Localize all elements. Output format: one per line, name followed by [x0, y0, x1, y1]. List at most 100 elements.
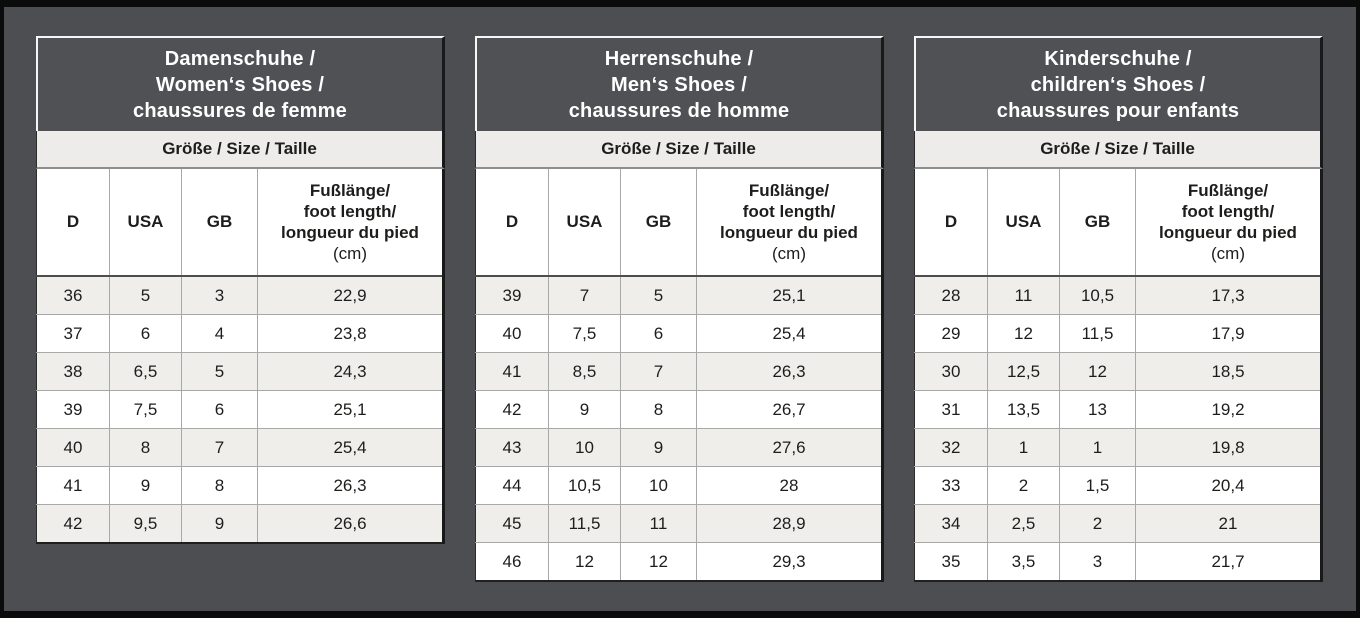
size-cell: 7	[620, 352, 697, 391]
size-conversion-table: D USA GB Fußlänge/ foot length/ longueur…	[914, 169, 1323, 582]
size-cell: 6	[620, 314, 697, 353]
foot-length-line: foot length/	[303, 202, 397, 221]
table-row: 45 11,5 11 28,9	[475, 504, 883, 543]
size-cell: 26,3	[696, 352, 883, 391]
size-cell: 23,8	[257, 314, 444, 353]
size-cell: 6	[181, 390, 258, 429]
table-row: 31 13,5 13 19,2	[914, 390, 1322, 429]
size-cell: 9,5	[109, 504, 182, 543]
shoe-size-table: Damenschuhe / Women‘s Shoes / chaussures…	[36, 36, 445, 544]
size-cell: 10,5	[548, 466, 621, 505]
size-cell: 36	[36, 276, 110, 315]
size-label: Größe / Size / Taille	[914, 131, 1323, 169]
table-title-line: chaussures pour enfants	[996, 99, 1240, 122]
foot-length-unit: (cm)	[772, 244, 806, 263]
foot-length-unit: (cm)	[333, 244, 367, 263]
size-cell: 2	[1059, 504, 1136, 543]
size-cell: 7,5	[548, 314, 621, 353]
size-cell: 7,5	[109, 390, 182, 429]
size-cell: 43	[475, 428, 549, 467]
table-title-line: Women‘s Shoes /	[155, 73, 325, 96]
col-header-usa: USA	[548, 169, 621, 277]
size-cell: 6,5	[109, 352, 182, 391]
foot-length-line: foot length/	[1181, 202, 1275, 221]
size-cell: 28,9	[696, 504, 883, 543]
shoe-size-table: Herrenschuhe / Men‘s Shoes / chaussures …	[475, 36, 884, 582]
size-cell: 12	[1059, 352, 1136, 391]
table-row: 38 6,5 5 24,3	[36, 352, 444, 391]
size-cell: 39	[36, 390, 110, 429]
size-conversion-table: D USA GB Fußlänge/ foot length/ longueur…	[475, 169, 884, 582]
size-conversion-table: D USA GB Fußlänge/ foot length/ longueur…	[36, 169, 445, 544]
col-header-d: D	[36, 169, 110, 277]
table-title: Kinderschuhe / children‘s Shoes / chauss…	[914, 36, 1323, 131]
size-cell: 32	[914, 428, 988, 467]
size-cell: 3	[181, 276, 258, 315]
size-tables-row: Damenschuhe / Women‘s Shoes / chaussures…	[4, 7, 1356, 582]
size-cell: 9	[620, 428, 697, 467]
size-cell: 8	[109, 428, 182, 467]
size-cell: 26,7	[696, 390, 883, 429]
col-header-foot-length: Fußlänge/ foot length/ longueur du pied …	[1135, 169, 1322, 277]
column-header-row: D USA GB Fußlänge/ foot length/ longueur…	[475, 169, 883, 277]
size-cell: 38	[36, 352, 110, 391]
foot-length-line: Fußlänge/	[748, 181, 830, 200]
size-cell: 28	[696, 466, 883, 505]
size-cell: 11	[620, 504, 697, 543]
foot-length-line: foot length/	[742, 202, 836, 221]
size-cell: 26,3	[257, 466, 444, 505]
size-cell: 21,7	[1135, 542, 1322, 581]
size-cell: 37	[36, 314, 110, 353]
size-cell: 39	[475, 276, 549, 315]
size-cell: 11	[987, 276, 1060, 315]
size-cell: 8	[620, 390, 697, 429]
size-cell: 28	[914, 276, 988, 315]
col-header-d: D	[914, 169, 988, 277]
size-cell: 42	[36, 504, 110, 543]
table-row: 44 10,5 10 28	[475, 466, 883, 505]
foot-length-line: longueur du pied	[720, 223, 858, 242]
size-cell: 2,5	[987, 504, 1060, 543]
size-cell: 3,5	[987, 542, 1060, 581]
size-cell: 10,5	[1059, 276, 1136, 315]
foot-length-line: Fußlänge/	[309, 181, 391, 200]
size-cell: 13	[1059, 390, 1136, 429]
table-row: 39 7 5 25,1	[475, 276, 883, 315]
table-title-line: children‘s Shoes /	[1030, 73, 1206, 96]
table-row: 40 8 7 25,4	[36, 428, 444, 467]
size-cell: 13,5	[987, 390, 1060, 429]
size-cell: 41	[475, 352, 549, 391]
shoe-size-table: Kinderschuhe / children‘s Shoes / chauss…	[914, 36, 1323, 582]
table-row: 39 7,5 6 25,1	[36, 390, 444, 429]
size-label: Größe / Size / Taille	[36, 131, 445, 169]
table-title-line: Herrenschuhe /	[604, 47, 754, 70]
foot-length-unit: (cm)	[1211, 244, 1245, 263]
foot-length-line: longueur du pied	[1159, 223, 1297, 242]
size-cell: 40	[475, 314, 549, 353]
col-header-usa: USA	[109, 169, 182, 277]
size-cell: 7	[181, 428, 258, 467]
col-header-usa: USA	[987, 169, 1060, 277]
size-cell: 17,3	[1135, 276, 1322, 315]
col-header-gb: GB	[620, 169, 697, 277]
size-cell: 6	[109, 314, 182, 353]
column-header-row: D USA GB Fußlänge/ foot length/ longueur…	[36, 169, 444, 277]
foot-length-line: longueur du pied	[281, 223, 419, 242]
table-row: 41 8,5 7 26,3	[475, 352, 883, 391]
size-cell: 25,4	[696, 314, 883, 353]
size-cell: 2	[987, 466, 1060, 505]
size-cell: 9	[181, 504, 258, 543]
table-row: 28 11 10,5 17,3	[914, 276, 1322, 315]
size-cell: 29,3	[696, 542, 883, 581]
table-row: 30 12,5 12 18,5	[914, 352, 1322, 391]
table-row: 40 7,5 6 25,4	[475, 314, 883, 353]
col-header-gb: GB	[181, 169, 258, 277]
table-row: 46 12 12 29,3	[475, 542, 883, 581]
size-cell: 25,4	[257, 428, 444, 467]
size-cell: 34	[914, 504, 988, 543]
size-cell: 5	[181, 352, 258, 391]
size-cell: 20,4	[1135, 466, 1322, 505]
table-title: Herrenschuhe / Men‘s Shoes / chaussures …	[475, 36, 884, 131]
col-header-foot-length: Fußlänge/ foot length/ longueur du pied …	[257, 169, 444, 277]
